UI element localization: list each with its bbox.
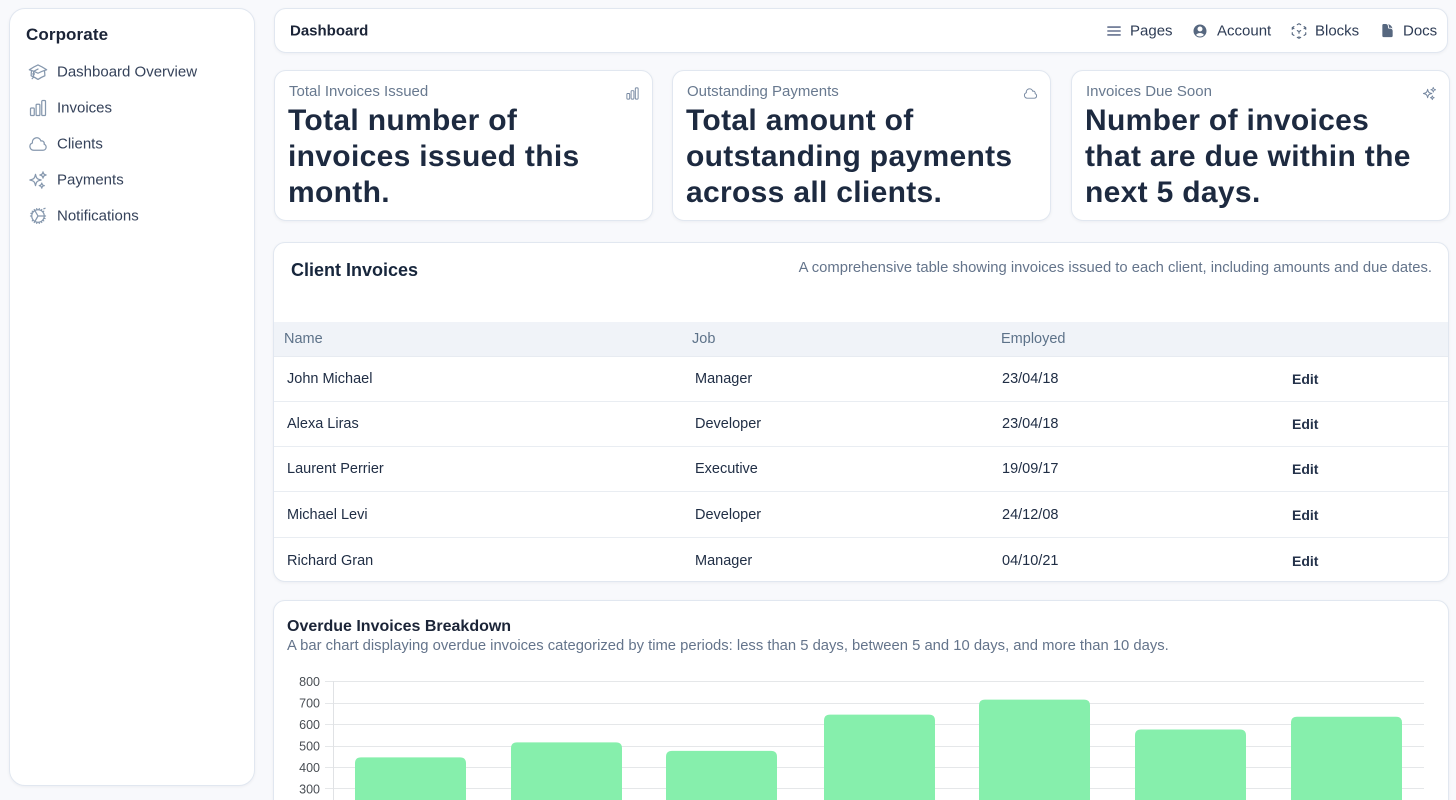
svg-text:300: 300 xyxy=(299,783,320,797)
svg-text:400: 400 xyxy=(299,761,320,775)
svg-text:700: 700 xyxy=(299,697,320,711)
svg-text:800: 800 xyxy=(299,675,320,689)
svg-text:500: 500 xyxy=(299,740,320,754)
svg-text:600: 600 xyxy=(299,718,320,732)
